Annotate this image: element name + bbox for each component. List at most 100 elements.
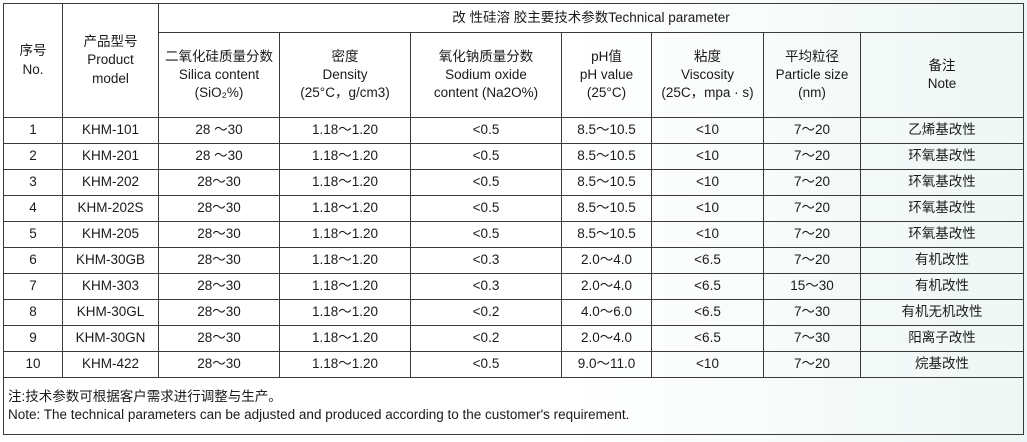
table-row: 1 KHM-101 28 ～30 1.18～1.20 <0.5 8.5～10.5 <10 7～… [3, 117, 1025, 144]
header-no-en: No. [22, 61, 44, 77]
cell-density: 1.18～1.20 [279, 299, 411, 326]
table-row: 10 KHM-422 28～30 1.18～1.20 <0.5 9.0～11.0 <10 7～… [3, 351, 1025, 378]
header-ph: pH值 pH value (25°C) [561, 32, 652, 118]
cell-sodium: <0.5 [410, 117, 562, 144]
cell-no: 1 [3, 117, 63, 144]
cell-model: KHM-101 [62, 117, 159, 144]
cell-ph: 8.5～10.5 [561, 169, 652, 196]
cell-note: 环氧基改性 [859, 143, 1025, 170]
footnote-en: Note: The technical parameters can be ad… [8, 407, 630, 422]
cell-particle: 7～20 [763, 169, 861, 196]
cell-ph: 2.0～4.0 [561, 325, 652, 352]
cell-silica: 28～30 [158, 325, 280, 352]
cell-particle: 7～30 [763, 325, 861, 352]
cell-model: KHM-30GL [62, 299, 159, 326]
cell-viscosity: <10 [651, 117, 764, 144]
cell-particle: 7～20 [763, 351, 861, 378]
header-sodium-unit: content (Na2O%) [433, 85, 539, 101]
cell-sodium: <0.2 [410, 325, 562, 352]
cell-note: 有机改性 [859, 273, 1025, 300]
cell-density: 1.18～1.20 [279, 325, 411, 352]
cell-sodium: <0.5 [410, 221, 562, 248]
cell-model: KHM-202 [62, 169, 159, 196]
header-particle-cn: 平均粒径 [785, 48, 839, 64]
header-density: 密度 Density (25°C，g/cm3) [279, 32, 411, 118]
header-sodium-cn: 氧化钠质量分数 [438, 48, 534, 64]
cell-no: 6 [3, 247, 63, 274]
cell-silica: 28～30 [158, 195, 280, 222]
cell-note: 有机无机改性 [859, 299, 1025, 326]
cell-silica: 28～30 [158, 273, 280, 300]
cell-no: 5 [3, 221, 63, 248]
table-row: 2 KHM-201 28 ～30 1.18～1.20 <0.5 8.5～10.5 <10 7～… [3, 143, 1025, 170]
cell-silica: 28～30 [158, 247, 280, 274]
header-sodium-en: Sodium oxide [445, 66, 527, 82]
cell-model: KHM-205 [62, 221, 159, 248]
cell-note: 阳离子改性 [859, 325, 1025, 352]
cell-particle: 15～30 [763, 273, 861, 300]
cell-sodium: <0.5 [410, 195, 562, 222]
cell-viscosity: <10 [651, 169, 764, 196]
cell-viscosity: <10 [651, 351, 764, 378]
header-viscosity: 粘度 Viscosity (25C，mpa · s) [651, 32, 764, 118]
table-row: 3 KHM-202 28～30 1.18～1.20 <0.5 8.5～10.5 <10 7～2… [3, 169, 1025, 196]
cell-silica: 28～30 [158, 221, 280, 248]
cell-no: 10 [3, 351, 63, 378]
cell-silica: 28 ～30 [158, 117, 280, 144]
cell-particle: 7～20 [763, 195, 861, 222]
header-model-cn: 产品型号 [83, 34, 138, 50]
cell-density: 1.18～1.20 [279, 273, 411, 300]
cell-ph: 2.0～4.0 [561, 273, 652, 300]
header-model: 产品型号 Product model [62, 3, 159, 118]
cell-sodium: <0.5 [410, 143, 562, 170]
cell-model: KHM-202S [62, 195, 159, 222]
header-viscosity-cn: 粘度 [694, 48, 721, 64]
header-note-cn: 备注 [928, 57, 956, 73]
cell-sodium: <0.5 [410, 351, 562, 378]
cell-viscosity: <6.5 [651, 299, 764, 326]
header-no: 序号 No. [3, 3, 63, 118]
header-note: 备注 Note [859, 32, 1025, 118]
cell-no: 2 [3, 143, 63, 170]
table-row: 8 KHM-30GL 28～30 1.18～1.20 <0.2 4.0～6.0 <6.5 7～… [3, 299, 1025, 326]
technical-parameter-table: 序号 No. 产品型号 Product model 改 性硅溶 胶主要技术参数T… [2, 3, 1025, 435]
table-row: 9 KHM-30GN 28～30 1.18～1.20 <0.2 2.0～4.0 <6.5 7～… [3, 325, 1025, 352]
table-title: 改 性硅溶 胶主要技术参数Technical parameter [157, 3, 1025, 33]
cell-model: KHM-201 [62, 143, 159, 170]
header-note-en: Note [927, 76, 957, 91]
cell-no: 7 [3, 273, 63, 300]
cell-viscosity: <10 [651, 143, 764, 170]
header-silica-unit: (SiO₂%) [194, 85, 244, 101]
cell-model: KHM-303 [62, 273, 159, 300]
cell-note: 有机改性 [859, 247, 1025, 274]
cell-viscosity: <6.5 [651, 273, 764, 300]
cell-note: 乙烯基改性 [859, 117, 1025, 144]
table-row: 4 KHM-202S 28～30 1.18～1.20 <0.5 8.5～10.5 <10 7～… [3, 195, 1025, 222]
cell-no: 8 [3, 299, 63, 326]
cell-ph: 4.0～6.0 [561, 299, 652, 326]
cell-model: KHM-422 [62, 351, 159, 378]
header-density-unit: (25°C，g/cm3) [300, 85, 390, 101]
header-viscosity-en: Viscosity [680, 66, 735, 82]
header-density-cn: 密度 [331, 48, 359, 64]
cell-density: 1.18～1.20 [279, 195, 411, 222]
header-no-cn: 序号 [19, 43, 47, 59]
cell-ph: 8.5～10.5 [561, 195, 652, 222]
header-model-en-2: model [92, 70, 129, 86]
table-row: 5 KHM-205 28～30 1.18～1.20 <0.5 8.5～10.5 <10 7～2… [3, 221, 1025, 248]
header-viscosity-unit: (25C，mpa · s) [661, 85, 754, 101]
cell-density: 1.18～1.20 [279, 169, 411, 196]
header-silica-cn: 二氧化硅质量分数 [165, 48, 273, 64]
cell-sodium: <0.5 [410, 169, 562, 196]
cell-note: 环氧基改性 [859, 195, 1025, 222]
cell-ph: 8.5～10.5 [561, 117, 652, 144]
header-particle-en: Particle size [775, 66, 849, 82]
cell-particle: 7～20 [763, 117, 861, 144]
cell-no: 4 [3, 195, 63, 222]
cell-silica: 28 ～30 [158, 143, 280, 170]
header-ph-cn: pH值 [591, 48, 622, 64]
cell-model: KHM-30GN [62, 325, 159, 352]
cell-sodium: <0.2 [410, 299, 562, 326]
header-ph-en: pH value [579, 66, 634, 82]
